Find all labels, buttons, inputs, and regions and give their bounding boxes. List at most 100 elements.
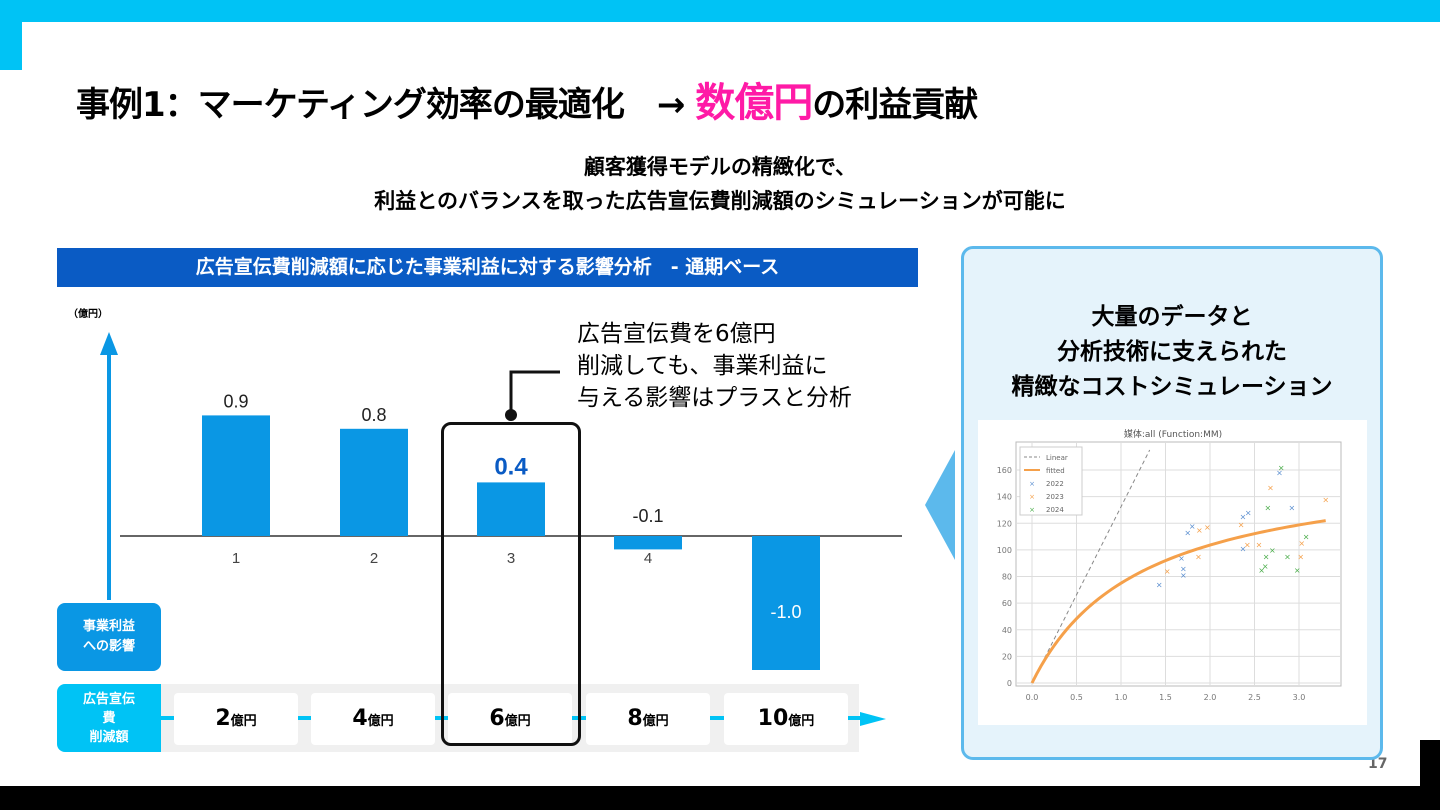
legend-label: fitted xyxy=(1046,467,1065,475)
cut-label-line: 広告宣伝 xyxy=(82,692,135,707)
scatter-point: × xyxy=(1298,539,1305,548)
legend-label: 2023 xyxy=(1046,493,1064,501)
scatter-point: × xyxy=(1204,523,1211,532)
category-tick-label: 1 xyxy=(232,550,240,567)
x-tick-label: 0.0 xyxy=(1026,693,1039,702)
panel-title: 大量のデータと 分析技術に支えられた 精緻なコストシミュレーション xyxy=(961,300,1383,405)
y-tick-label: 140 xyxy=(997,493,1012,502)
category-tick-label: 2 xyxy=(370,550,378,567)
scatter-point: × xyxy=(1258,566,1265,575)
subtitle-line-1: 顧客獲得モデルの精緻化で、 xyxy=(583,155,857,179)
connector-dash xyxy=(298,716,312,720)
scatter-point: × xyxy=(1267,483,1274,492)
cut-cell-8: 8億円 xyxy=(586,693,710,745)
legend-label: 2022 xyxy=(1046,480,1064,488)
category-tick-label: 3 xyxy=(507,550,515,567)
legend-label: 2024 xyxy=(1046,506,1064,514)
scatter-point: × xyxy=(1256,541,1263,550)
callout-text: 広告宣伝費を6億円 削減しても、事業利益に 与える影響はプラスと分析 xyxy=(577,318,852,414)
callout-line: 与える影響はプラスと分析 xyxy=(577,385,852,411)
scatter-point: × xyxy=(1195,553,1202,562)
impact-label-line: 事業利益 xyxy=(82,619,135,634)
chart-header: 広告宣伝費削減額に応じた事業利益に対する影響分析 - 通期ベース xyxy=(57,248,918,287)
y-tick-label: 40 xyxy=(1002,626,1012,635)
scatter-point: × xyxy=(1245,509,1252,518)
y-tick-label: 0 xyxy=(1007,679,1012,688)
unit-label: （億円） xyxy=(68,309,108,320)
connector-dash xyxy=(848,716,862,720)
plot-frame xyxy=(1015,441,1342,687)
pointer-triangle xyxy=(925,450,955,560)
subtitle: 顧客獲得モデルの精緻化で、 利益とのバランスを取った広告宣伝費削減額のシミュレー… xyxy=(0,150,1440,218)
cut-cell-10: 10億円 xyxy=(724,693,848,745)
scatter-point: × xyxy=(1322,495,1329,504)
scatter-point: × xyxy=(1164,567,1171,576)
callout-leader-line xyxy=(509,370,560,415)
legend-label: Linear xyxy=(1046,454,1068,462)
x-arrow-head xyxy=(860,712,886,726)
cut-label-line: 費 xyxy=(102,711,116,726)
panel-title-line: 精緻なコストシミュレーション xyxy=(1011,374,1333,400)
scatter-point: × xyxy=(1303,533,1310,542)
x-tick-label: 2.5 xyxy=(1248,693,1261,702)
cut-cell-2: 2億円 xyxy=(174,693,298,745)
connector-dash xyxy=(161,716,175,720)
cut-label-line: 削減額 xyxy=(89,730,129,745)
scatter-point: × xyxy=(1264,503,1271,512)
scatter-point: × xyxy=(1262,562,1269,571)
bar-data-label: -0.1 xyxy=(632,506,663,526)
scatter-point: × xyxy=(1284,553,1291,562)
svg-text:×: × xyxy=(1029,493,1035,501)
bar xyxy=(752,536,820,670)
y-tick-label: 80 xyxy=(1002,573,1012,582)
connector-dash xyxy=(710,716,724,720)
scatter-point: × xyxy=(1180,571,1187,580)
svg-text:×: × xyxy=(1029,480,1035,488)
cut-cell-6: 6億円 xyxy=(448,693,572,745)
bar xyxy=(614,536,682,550)
scatter-point: × xyxy=(1156,580,1163,589)
scatter-point: × xyxy=(1184,529,1191,538)
y-tick-label: 60 xyxy=(1002,599,1012,608)
slide-title: 事例1：マーケティング効率の最適化 → 数億円の利益貢献 xyxy=(76,70,978,128)
highlight-frame xyxy=(441,422,581,746)
bar-data-label: 0.8 xyxy=(361,405,386,425)
left-accent-strip xyxy=(0,0,22,70)
y-arrow-head xyxy=(100,332,118,355)
top-accent-bar xyxy=(0,0,1440,22)
scatter-point: × xyxy=(1240,513,1247,522)
scatter-point: × xyxy=(1196,526,1203,535)
scatter-point: × xyxy=(1189,522,1196,531)
svg-text:×: × xyxy=(1029,506,1035,514)
title-suffix: の利益貢献 xyxy=(812,85,978,125)
title-highlight: 数億円 xyxy=(695,80,813,126)
scatter-point: × xyxy=(1278,463,1285,472)
title-prefix: 事例1：マーケティング効率の最適化 → xyxy=(76,85,696,125)
x-tick-label: 1.5 xyxy=(1159,693,1172,702)
bar-data-label: 0.9 xyxy=(223,391,248,411)
subtitle-line-2: 利益とのバランスを取った広告宣伝費削減額のシミュレーションが可能に xyxy=(374,189,1066,213)
scatter-point: × xyxy=(1297,553,1304,562)
scatter-point: × xyxy=(1289,503,1296,512)
cut-axis-label: 広告宣伝 費 削減額 xyxy=(57,684,161,752)
corner-block xyxy=(1420,740,1440,790)
x-tick-label: 2.0 xyxy=(1204,693,1217,702)
plot-legend: Linear fitted × 2022 × 2023 × 2024 xyxy=(1019,446,1083,516)
bottom-bar xyxy=(0,786,1440,810)
category-tick-label: 4 xyxy=(644,550,652,567)
y-tick-label: 160 xyxy=(997,466,1012,475)
impact-axis-label: 事業利益 への影響 xyxy=(57,603,161,671)
response-curve-plot: 媒体:all (Function:MM) 0.0 0.5 1.0 1.5 2.0 2.5 3.… xyxy=(978,420,1367,725)
scatter-point: × xyxy=(1238,521,1245,530)
callout-line: 削減しても、事業利益に xyxy=(577,353,828,379)
y-tick-label: 100 xyxy=(997,546,1012,555)
y-tick-label: 120 xyxy=(997,519,1012,528)
impact-label-line: への影響 xyxy=(82,639,135,654)
impact-bar-chart: 0.9 1 0.8 2 0.4 3 -0.1 4 -1.0 xyxy=(100,332,902,726)
cut-cell-4: 4億円 xyxy=(311,693,435,745)
bar xyxy=(477,482,545,536)
linear-line xyxy=(1031,449,1151,684)
fitted-curve xyxy=(1030,519,1326,684)
plot-title: 媒体:all (Function:MM) xyxy=(1124,428,1222,440)
callout-dot xyxy=(505,409,517,421)
